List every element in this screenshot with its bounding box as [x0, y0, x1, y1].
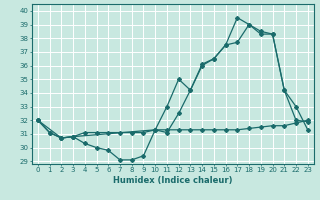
X-axis label: Humidex (Indice chaleur): Humidex (Indice chaleur)	[113, 176, 233, 185]
